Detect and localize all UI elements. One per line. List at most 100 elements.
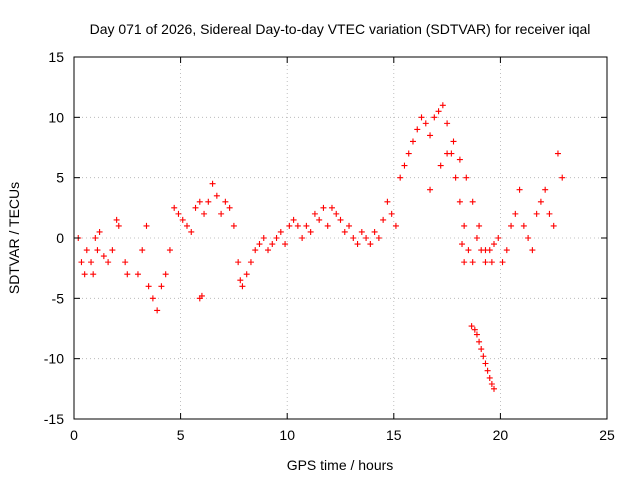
data-point: [444, 150, 451, 157]
data-point: [520, 222, 527, 229]
data-point: [512, 210, 519, 217]
data-point: [491, 385, 498, 392]
data-point: [461, 222, 468, 229]
data-point: [525, 235, 532, 241]
data-point: [88, 259, 95, 266]
data-point: [499, 259, 506, 266]
data-point: [380, 216, 387, 223]
y-tick-label: -15: [44, 411, 64, 427]
data-point: [175, 210, 182, 217]
x-tick-label: 0: [70, 427, 78, 443]
y-tick-label: 15: [48, 49, 64, 65]
data-point: [401, 162, 408, 169]
data-point: [209, 180, 216, 187]
y-tick-label: 10: [48, 109, 64, 125]
data-point: [235, 259, 242, 266]
data-point: [192, 204, 199, 211]
data-point: [299, 235, 306, 241]
data-point: [256, 241, 263, 248]
axis-ticks: 0 5 10 15 20 25 -15 -10 -5 0 5 10 15: [44, 49, 615, 443]
data-point: [354, 241, 361, 248]
data-point: [450, 138, 457, 145]
x-axis-label: GPS time / hours: [287, 457, 394, 473]
data-point: [252, 247, 259, 254]
data-point: [486, 374, 493, 381]
data-point: [405, 150, 412, 157]
data-point: [476, 222, 483, 229]
data-point: [269, 241, 276, 248]
data-point: [201, 210, 208, 217]
data-point: [431, 114, 438, 121]
data-point: [482, 259, 489, 266]
data-point: [260, 235, 267, 241]
data-point: [461, 259, 468, 266]
data-point: [139, 247, 146, 254]
data-point: [469, 259, 476, 266]
data-point: [444, 120, 451, 127]
data-point: [341, 228, 348, 235]
data-point: [179, 216, 186, 223]
data-point: [100, 253, 107, 260]
data-point: [115, 222, 122, 229]
data-point: [316, 216, 323, 223]
data-point: [488, 381, 495, 388]
data-point: [363, 235, 370, 241]
x-tick-label: 25: [599, 427, 615, 443]
data-point: [109, 247, 116, 254]
data-point: [482, 360, 489, 367]
data-point: [188, 228, 195, 235]
x-tick-label: 5: [177, 427, 185, 443]
x-tick-label: 15: [386, 427, 402, 443]
data-point: [149, 295, 156, 302]
data-point: [482, 247, 489, 254]
y-axis-label: SDTVAR / TECUs: [6, 182, 22, 294]
data-point: [337, 216, 344, 223]
data-point: [113, 216, 120, 223]
data-point: [456, 156, 463, 163]
data-point: [452, 174, 459, 181]
data-point: [143, 222, 150, 229]
data-point: [427, 186, 434, 193]
data-point: [550, 222, 557, 229]
data-point: [439, 102, 446, 109]
data-point: [83, 247, 90, 254]
data-point: [230, 222, 237, 229]
chart-title: Day 071 of 2026, Sidereal Day-to-day VTE…: [90, 21, 591, 37]
data-point: [508, 222, 515, 229]
data-point: [213, 192, 220, 199]
data-point: [328, 204, 335, 211]
data-point: [265, 247, 272, 254]
data-point: [456, 198, 463, 205]
data-point: [367, 241, 374, 248]
y-tick-label: 5: [56, 170, 64, 186]
data-point: [205, 198, 212, 205]
data-point: [145, 283, 152, 290]
data-point: [516, 186, 523, 193]
data-point: [239, 283, 246, 290]
data-points: [75, 102, 566, 392]
data-point: [473, 235, 480, 241]
data-point: [384, 198, 391, 205]
data-point: [90, 271, 97, 278]
data-point: [346, 222, 353, 229]
data-point: [491, 241, 498, 248]
data-point: [158, 283, 165, 290]
data-point: [358, 228, 365, 235]
data-point: [162, 271, 169, 278]
data-point: [273, 235, 280, 241]
data-point: [478, 346, 485, 353]
data-point: [96, 228, 103, 235]
data-point: [468, 323, 475, 330]
data-point: [320, 204, 327, 211]
data-point: [226, 204, 233, 211]
data-point: [286, 222, 293, 229]
data-point: [222, 198, 229, 205]
data-point: [495, 235, 502, 241]
data-point: [350, 235, 357, 241]
data-point: [196, 198, 203, 205]
data-point: [218, 210, 225, 217]
data-point: [303, 222, 310, 229]
data-point: [414, 126, 421, 133]
data-point: [247, 259, 254, 266]
data-point: [290, 216, 297, 223]
